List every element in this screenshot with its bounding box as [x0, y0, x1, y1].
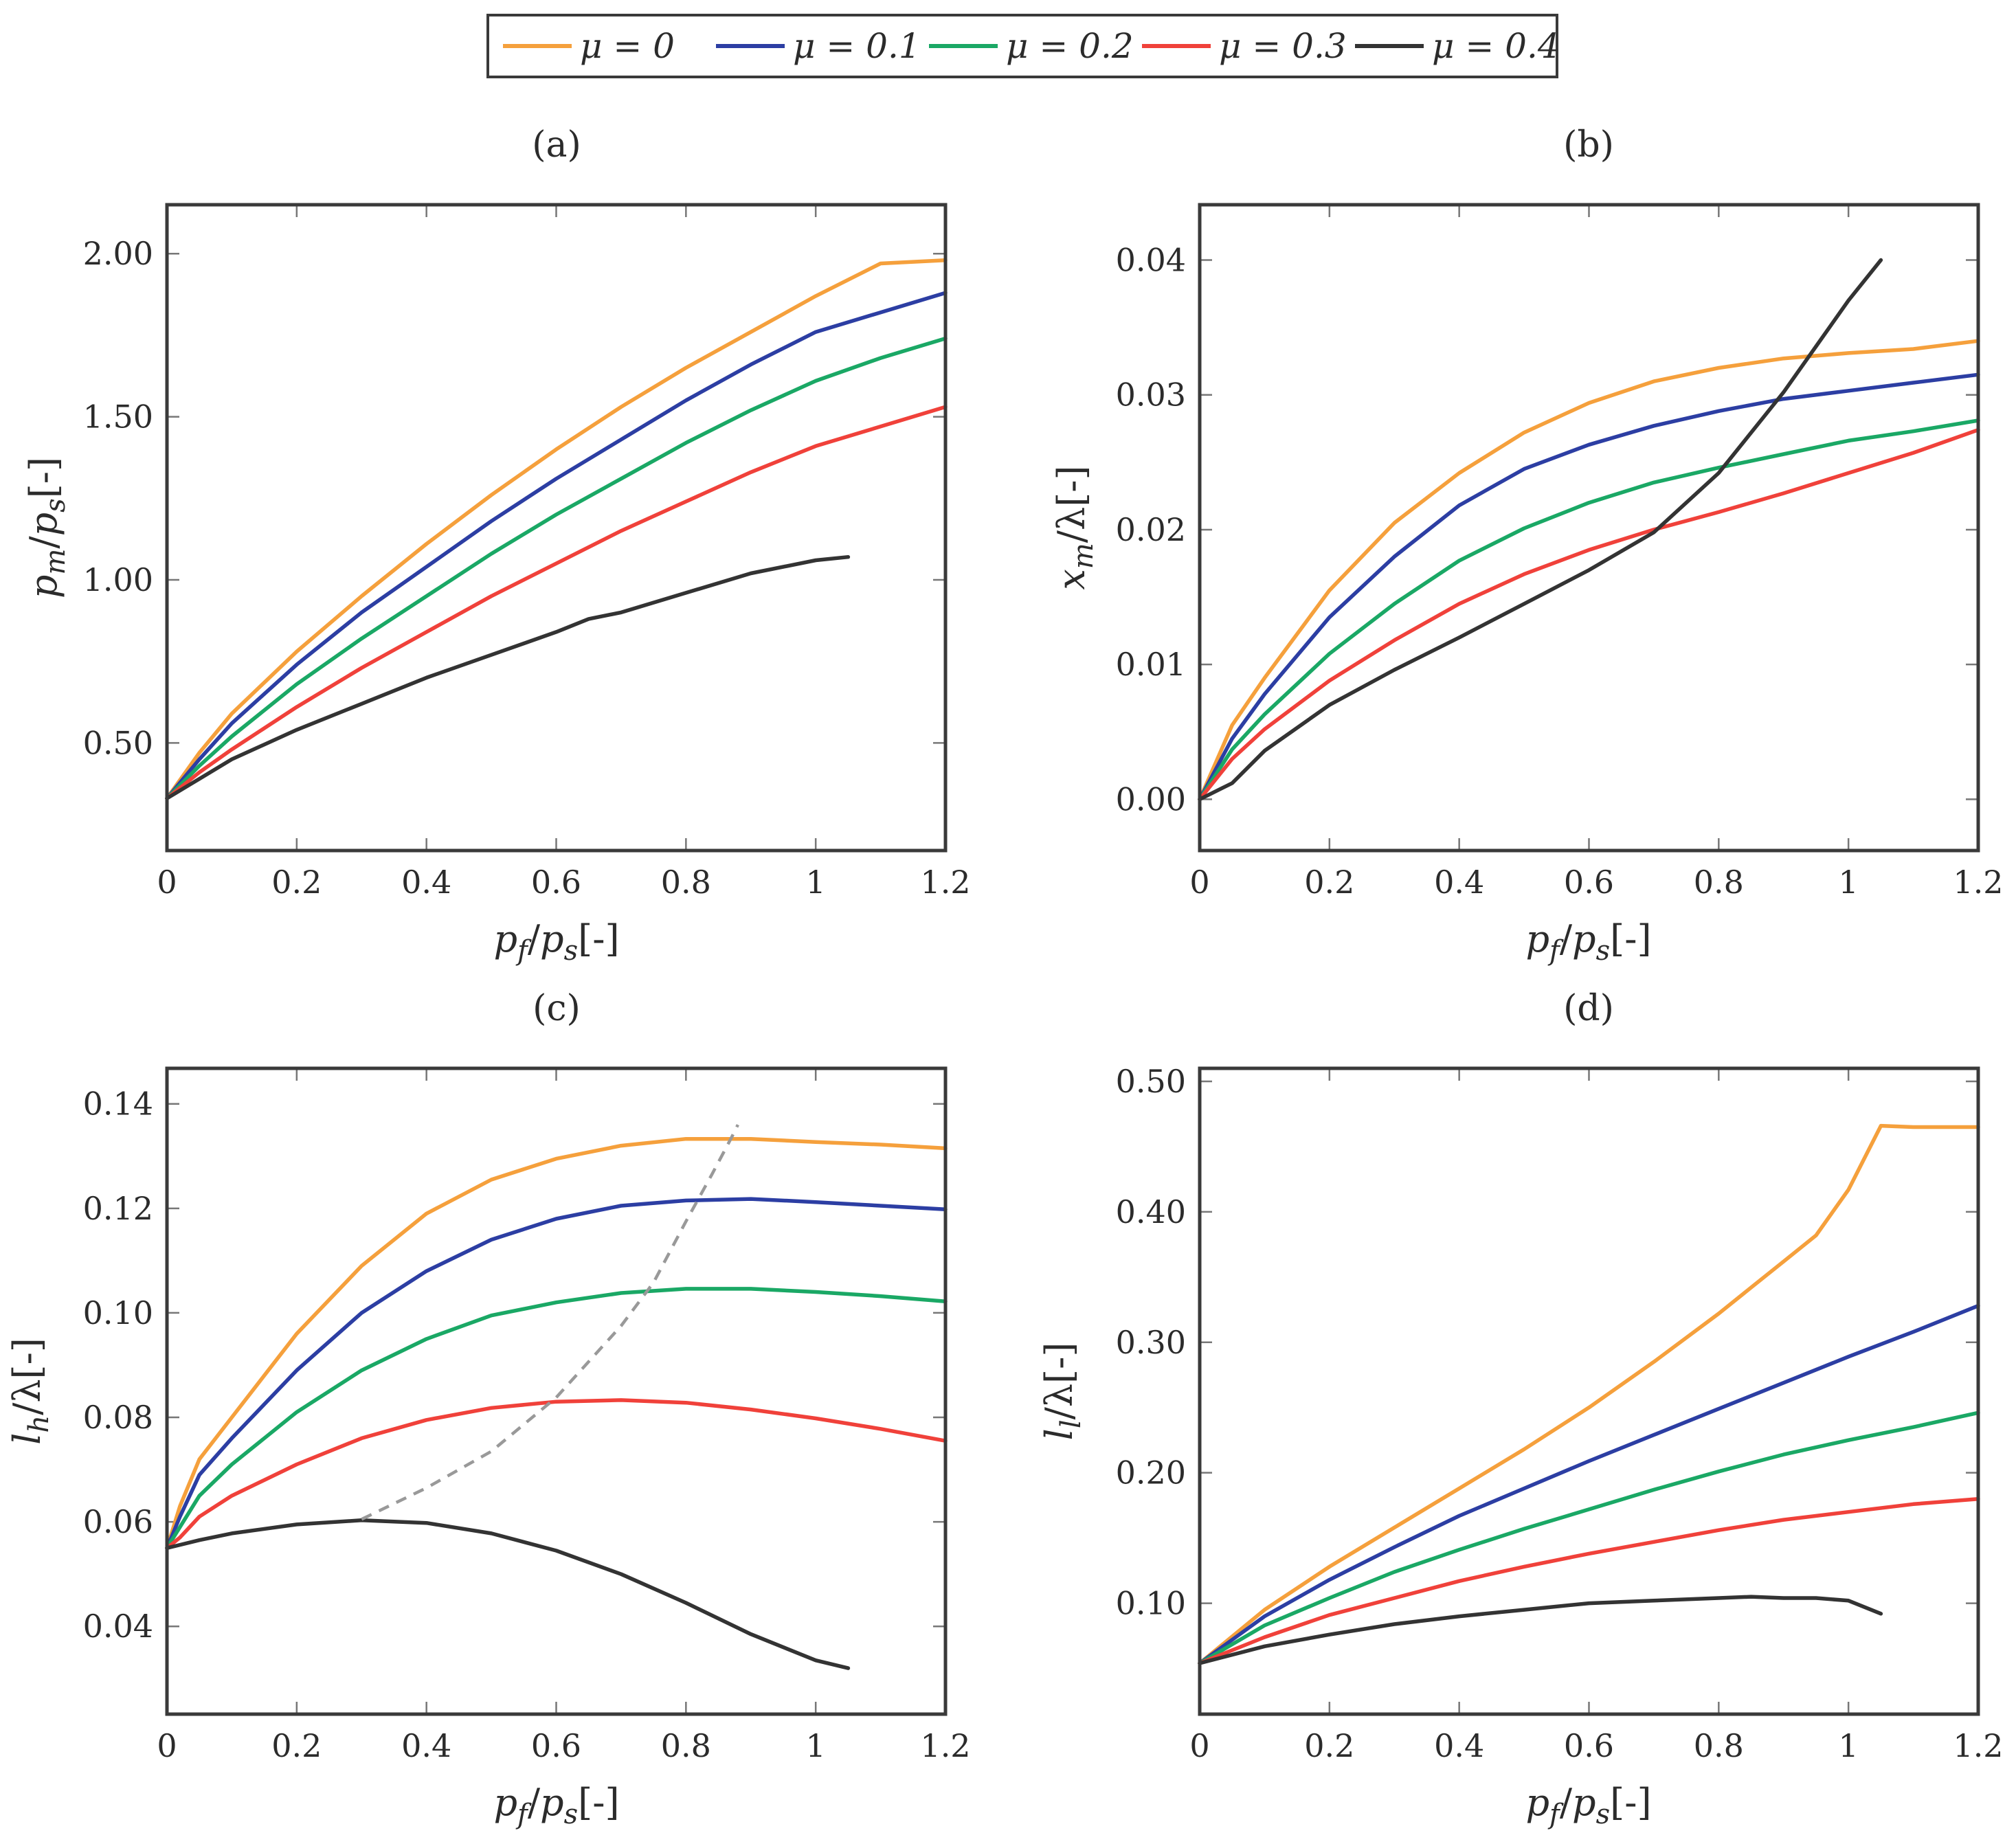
panel-b-xtick-label: 0.6 [1564, 864, 1614, 901]
panel-b-series-mu-0 [1198, 339, 1980, 802]
panel-d-series-mu-0-3 [1198, 1496, 1980, 1665]
panel-b-frame [1198, 203, 1980, 853]
panel-d-xtick-label: 1.2 [1953, 1727, 2003, 1764]
panel-d-xtick-label: 1 [1839, 1727, 1859, 1764]
panel-a-title: (a) [532, 124, 581, 166]
panel-c-xtick-label: 0.4 [401, 1727, 451, 1764]
panel-c-ytick-label: 0.12 [83, 1190, 153, 1227]
panel-d-frame [1198, 1066, 1980, 1716]
panel-b-ytick-label: 0.00 [1116, 780, 1186, 818]
panel-d-xtick-label: 0.4 [1434, 1727, 1484, 1764]
panel-c-xtick-label: 0.8 [661, 1727, 711, 1764]
panel-d-ylabel: ll/λ[-] [1038, 1342, 1087, 1441]
panel-c-series-mu-0-3 [165, 1398, 948, 1550]
panel-a-xtick-label: 0.2 [271, 864, 322, 901]
panel-c-frame [165, 1066, 948, 1716]
panel-d-title: (d) [1563, 988, 1614, 1029]
panel-b-xtick-label: 0.4 [1434, 864, 1484, 901]
panel-a-xtick-label: 0.4 [401, 864, 451, 901]
panel-d-ytick-label: 0.40 [1116, 1193, 1186, 1230]
panel-b-xtick-label: 0.8 [1694, 864, 1744, 901]
panel-c-ytick-label: 0.04 [83, 1608, 153, 1645]
panel-b-series-mu-0-1 [1198, 372, 1980, 802]
panel-a-series-mu-0-1 [165, 291, 948, 800]
panel-c-xlabel: pf/ps[-] [493, 1781, 619, 1830]
panel-c-ytick-label: 0.10 [83, 1294, 153, 1331]
panel-c-series-mu-0 [165, 1136, 948, 1550]
panel-a-ytick-label: 1.50 [83, 398, 153, 436]
legend-label: μ = 0.4 [1432, 26, 1560, 66]
panel-a-xlabel: pf/ps[-] [493, 917, 619, 967]
legend-label: μ = 0.3 [1219, 26, 1347, 66]
panel-a-ylabel: pm/ps[-] [22, 457, 71, 598]
panel-a-xtick-label: 1.2 [920, 864, 970, 901]
panel-c-ytick-label: 0.06 [83, 1503, 153, 1540]
panel-b-xtick-label: 1 [1839, 864, 1859, 901]
panel-d-series-mu-0 [1198, 1123, 1980, 1665]
panel-d-series-mu-0-2 [1198, 1410, 1980, 1665]
panel-a-ytick-label: 2.00 [83, 235, 153, 272]
panel-a-xtick-label: 0.6 [531, 864, 581, 901]
panel-c-xtick-label: 1.2 [920, 1727, 970, 1764]
legend-label: μ = 0.2 [1006, 26, 1134, 66]
panel-a-ytick-label: 1.00 [83, 561, 153, 598]
panel-c-series-mu-0-1 [165, 1197, 948, 1550]
panel-b-series-mu-0-3 [1198, 427, 1980, 802]
panel-c-series-mu-0-2 [165, 1287, 948, 1550]
panel-a-series-mu-0-2 [165, 336, 948, 800]
panel-a-ytick-label: 0.50 [83, 724, 153, 761]
panel-c-xtick-label: 0.2 [271, 1727, 322, 1764]
panel-d-xtick-label: 0 [1189, 1727, 1209, 1764]
panel-c: (c) 0 0.2 0.4 0.6 0.8 1 1.2 0.04 0.06 0.08 0.10 0.1… [5, 988, 971, 1830]
panel-d-ytick-label: 0.50 [1116, 1063, 1186, 1100]
panel-a-xtick-label: 0 [157, 864, 177, 901]
panel-d-ytick-label: 0.30 [1116, 1324, 1186, 1361]
panel-b-ylabel: xm/λ[-] [1050, 465, 1099, 589]
panel-a-series-mu-0-4 [165, 554, 851, 800]
panel-b-ytick-label: 0.01 [1116, 646, 1186, 683]
panel-c-series-mu-0-4 [165, 1518, 851, 1670]
panel-d-xlabel: pf/ps[-] [1525, 1781, 1651, 1830]
panel-b-ytick-label: 0.02 [1116, 511, 1186, 548]
panel-d-ytick-label: 0.20 [1116, 1454, 1186, 1492]
panel-c-title: (c) [533, 988, 581, 1029]
panel-b-ytick-label: 0.03 [1116, 376, 1186, 414]
panel-c-ylabel: lh/λ[-] [5, 1338, 55, 1445]
panel-b-xtick-label: 0.2 [1304, 864, 1354, 901]
panel-d-xtick-label: 0.6 [1564, 1727, 1614, 1764]
legend-label: μ = 0 [580, 26, 675, 66]
panel-a-series-mu-0 [165, 258, 948, 800]
panel-a-xtick-label: 1 [806, 864, 826, 901]
panel-d-xtick-label: 0.2 [1304, 1727, 1354, 1764]
panel-c-xtick-label: 0.6 [531, 1727, 581, 1764]
panel-d: (d) 0 0.2 0.4 0.6 0.8 1 1.2 0.10 0.20 0.30 0.40 0.5… [1038, 988, 2004, 1830]
panel-a-frame [165, 203, 948, 853]
panel-b-title: (b) [1563, 124, 1614, 166]
panel-c-series-boundary [361, 1124, 739, 1521]
panel-d-series-mu-0-1 [1198, 1303, 1980, 1665]
panel-b-series-mu-0-2 [1198, 418, 1980, 802]
panel-c-xtick-label: 0 [157, 1727, 177, 1764]
panel-b-xtick-label: 1.2 [1953, 864, 2003, 901]
panel-b: (b) 0 0.2 0.4 0.6 0.8 1 1.2 0.00 0.01 0.02 0.03 0.0… [1050, 124, 2004, 967]
panel-c-xtick-label: 1 [806, 1727, 826, 1764]
panel-a: (a) 0 0.2 0.4 0.6 0.8 1 1.2 0.50 1.00 1.50 2.00 pf… [22, 124, 971, 967]
panel-c-ytick-label: 0.14 [83, 1086, 153, 1123]
panel-b-ytick-label: 0.04 [1116, 241, 1186, 278]
panel-b-xlabel: pf/ps[-] [1525, 917, 1651, 967]
legend-label: μ = 0.1 [793, 26, 921, 66]
panel-a-xtick-label: 0.8 [661, 864, 711, 901]
panel-d-ytick-label: 0.10 [1116, 1585, 1186, 1622]
panel-d-xtick-label: 0.8 [1694, 1727, 1744, 1764]
panel-b-series-mu-0-4 [1198, 258, 1883, 802]
panel-c-ytick-label: 0.08 [83, 1399, 153, 1436]
legend: μ = 0 μ = 0.1 μ = 0.2 μ = 0.3 μ = 0.4 [486, 14, 1560, 78]
panel-d-series-mu-0-4 [1198, 1595, 1883, 1665]
panel-b-xtick-label: 0 [1189, 864, 1209, 901]
panel-a-series-mu-0-3 [165, 405, 948, 800]
